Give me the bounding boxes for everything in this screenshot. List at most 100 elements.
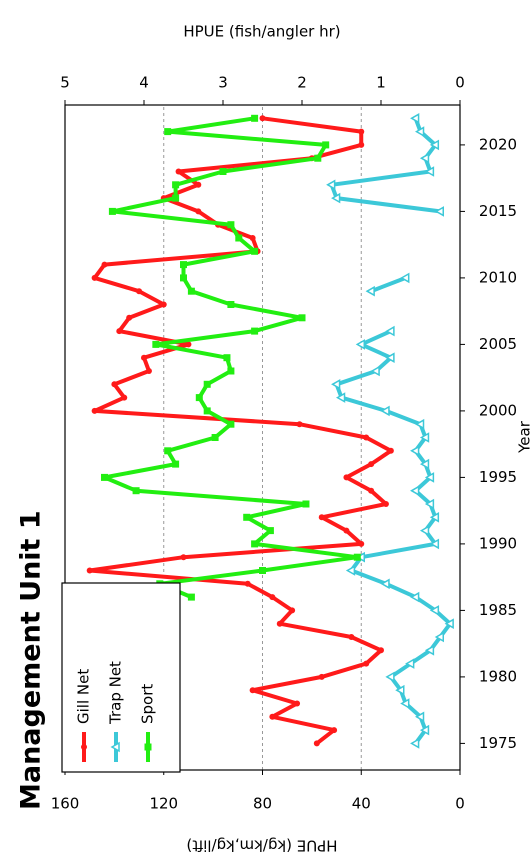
marker (331, 727, 338, 734)
marker (249, 687, 256, 694)
marker (429, 512, 440, 523)
marker (429, 538, 440, 550)
marker (313, 740, 320, 747)
x-tick-label: 1990 (479, 534, 517, 552)
marker (164, 447, 172, 455)
y2-tick-label: 4 (139, 74, 149, 92)
marker (326, 179, 336, 191)
marker (152, 340, 160, 348)
marker (414, 711, 425, 723)
marker (211, 434, 219, 441)
marker (410, 485, 420, 496)
marker (414, 126, 425, 137)
marker (424, 472, 435, 483)
marker (86, 567, 93, 574)
marker (101, 473, 108, 481)
marker (345, 565, 356, 576)
marker (298, 314, 306, 322)
marker (419, 152, 430, 164)
marker (289, 607, 296, 614)
y2-axis-title: HPUE (fish/angler hr) (183, 23, 340, 41)
marker (111, 381, 118, 388)
marker (343, 474, 350, 481)
marker (110, 741, 120, 753)
y2-tick-label: 2 (297, 74, 307, 92)
marker (101, 261, 108, 268)
marker (368, 461, 375, 468)
marker (365, 285, 375, 297)
marker (172, 460, 180, 468)
marker (266, 527, 274, 535)
x-tick-label: 2005 (479, 335, 517, 353)
marker (419, 432, 430, 443)
marker (187, 287, 195, 295)
x-tick-label: 1975 (479, 734, 517, 752)
marker (424, 166, 435, 177)
marker (444, 618, 454, 629)
marker (259, 567, 266, 574)
marker (116, 328, 123, 335)
marker (410, 738, 420, 749)
marker (172, 194, 180, 202)
marker (144, 743, 152, 751)
legend-label: Gill Net (75, 669, 93, 724)
marker (251, 247, 259, 255)
marker (348, 634, 355, 640)
marker (385, 325, 395, 337)
marker (429, 605, 440, 616)
marker (185, 341, 192, 348)
marker (175, 168, 182, 175)
y2-tick-label: 1 (376, 74, 386, 92)
marker (195, 208, 202, 215)
marker (251, 540, 259, 548)
legend-box (61, 582, 181, 773)
marker (269, 713, 276, 720)
marker (136, 288, 143, 295)
marker (353, 553, 361, 561)
x-tick-label: 1995 (479, 468, 517, 486)
marker (227, 367, 235, 375)
x-axis-title: Year (516, 420, 532, 454)
marker (108, 207, 116, 215)
marker (424, 645, 435, 656)
marker (363, 660, 370, 667)
marker (219, 168, 227, 175)
chart-title: Management Unit 1 (16, 510, 47, 810)
marker (132, 487, 140, 495)
marker (405, 658, 415, 669)
marker (294, 700, 301, 707)
y-tick-label: 80 (253, 795, 272, 813)
marker (331, 379, 341, 390)
marker (180, 554, 187, 561)
marker (363, 434, 370, 441)
marker (395, 684, 405, 696)
marker (343, 527, 350, 534)
legend-label: Sport (139, 684, 157, 724)
x-tick-label: 2010 (479, 268, 517, 286)
series-line (370, 276, 407, 294)
marker (187, 593, 195, 601)
marker (358, 128, 365, 135)
series (101, 114, 361, 601)
marker (318, 673, 325, 680)
x-tick-label: 2015 (479, 202, 517, 220)
marker (331, 192, 341, 204)
marker (223, 354, 231, 362)
marker (385, 671, 395, 683)
marker (400, 272, 410, 284)
marker (434, 206, 444, 217)
y2-tick-label: 0 (455, 74, 465, 92)
marker (368, 487, 375, 494)
marker (91, 274, 98, 281)
marker (429, 139, 440, 151)
marker (419, 458, 430, 470)
marker (370, 365, 380, 377)
marker (382, 501, 389, 507)
marker (164, 128, 172, 136)
y-axis-title: HPUE (kg/km,kg/lift) (186, 837, 337, 855)
marker (318, 514, 325, 521)
marker (419, 525, 430, 536)
marker (385, 352, 395, 363)
